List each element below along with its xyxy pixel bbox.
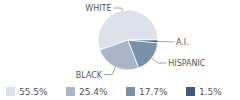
pie <box>98 10 158 70</box>
slice-label: WHITE <box>85 4 111 13</box>
chart: WHITE BLACK HISPANIC A.I. 55.5% 25.4% 17.7% 1.5… <box>0 0 240 100</box>
leader-line <box>158 41 174 42</box>
legend-swatch <box>6 87 15 96</box>
leader-line <box>104 67 115 74</box>
legend: 55.5% 25.4% 17.7% 1.5% <box>6 87 222 97</box>
slice-label: HISPANIC <box>168 59 206 68</box>
pie-slice <box>128 40 158 68</box>
legend-swatch <box>186 87 195 96</box>
legend-label: 17.7% <box>139 87 168 97</box>
legend-label: 25.4% <box>79 87 108 97</box>
slice-labels: WHITE BLACK HISPANIC A.I. <box>76 4 206 80</box>
pie-slice <box>128 40 158 43</box>
slice-label: BLACK <box>76 71 103 80</box>
legend-label: 55.5% <box>19 87 48 97</box>
leader-line <box>114 8 123 10</box>
leader-line <box>152 58 166 63</box>
slice-label: A.I. <box>176 38 189 47</box>
legend-swatch <box>66 87 75 96</box>
legend-swatch <box>126 87 135 96</box>
legend-label: 1.5% <box>199 87 222 97</box>
